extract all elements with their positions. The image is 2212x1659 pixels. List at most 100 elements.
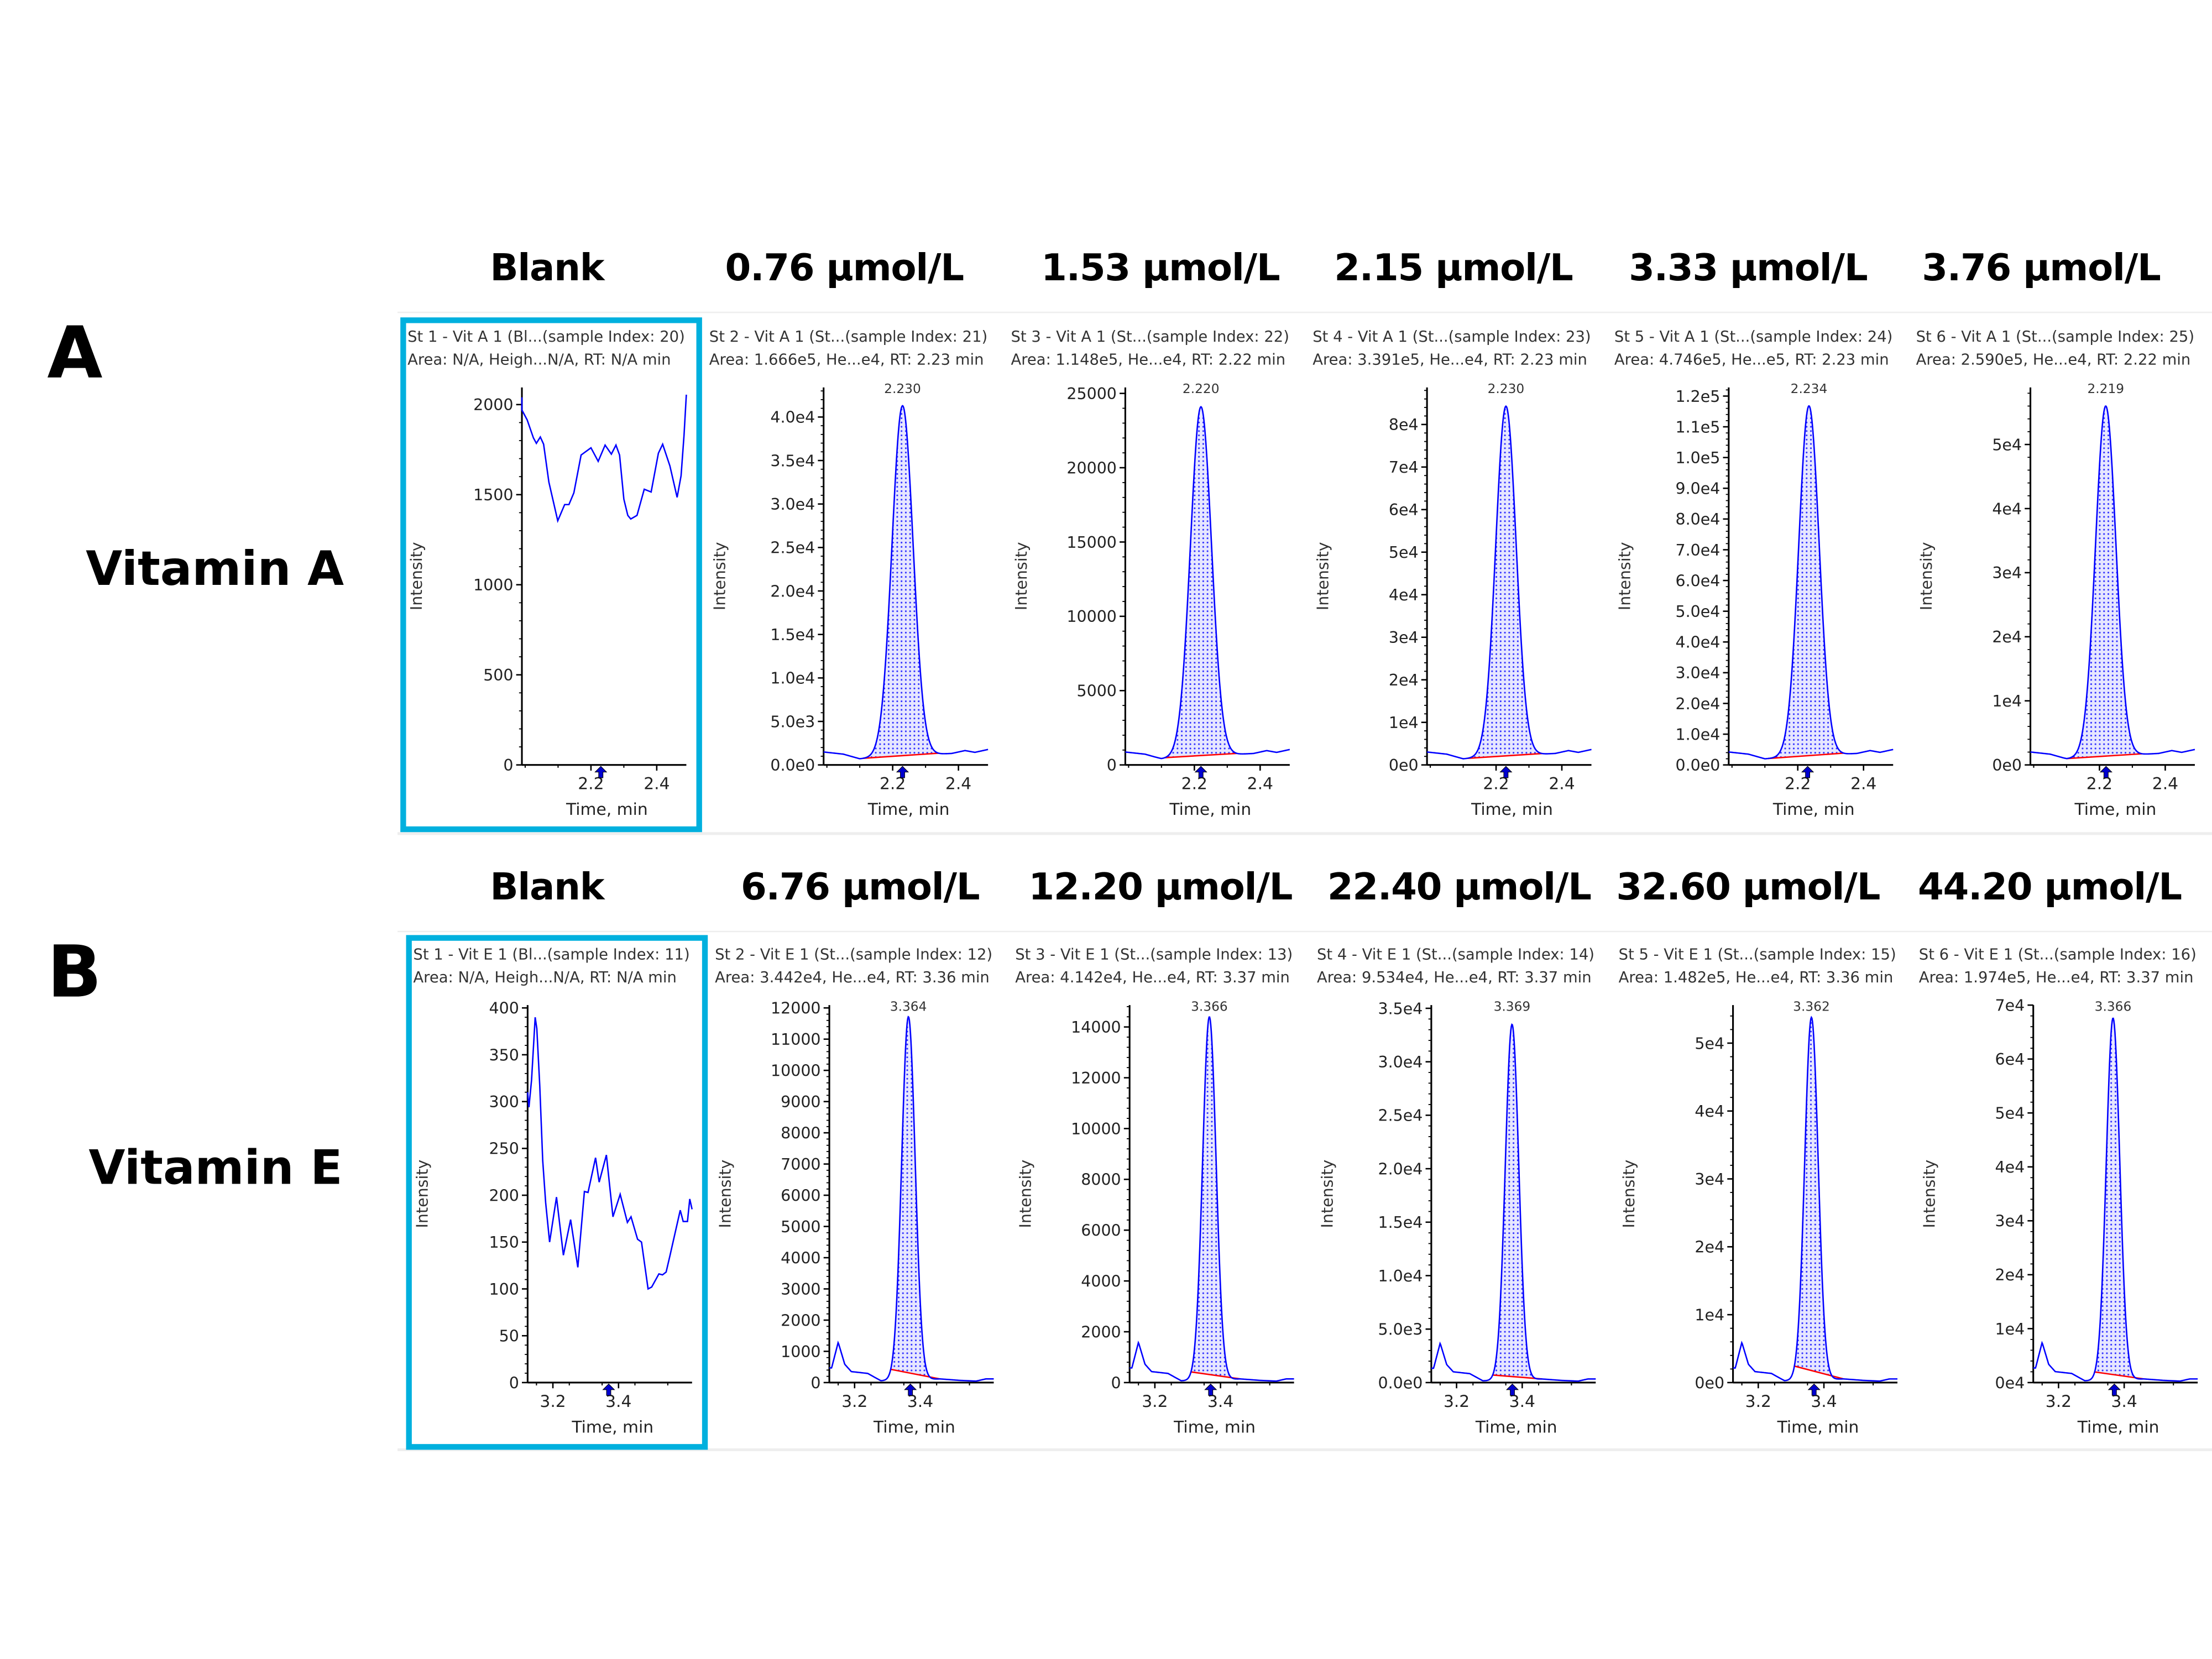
chromatogram-trace (823, 405, 989, 760)
chromatogram-panel-b-6[interactable]: St 6 - Vit E 1 (St...(sample Index: 16) A… (1912, 935, 2212, 1449)
peak-rt-label: 3.366 (1191, 999, 1228, 1014)
column-title: 0.76 µmol/L (725, 247, 965, 291)
chromatogram-plot: St 5 - Vit E 1 (St...(sample Index: 15) A… (1619, 946, 1898, 1437)
chromatogram-panel-b-3[interactable]: St 3 - Vit E 1 (St...(sample Index: 13) A… (1008, 935, 1310, 1449)
y-axis-label: Intensity (1314, 542, 1332, 610)
column-title: 32.60 µmol/L (1616, 866, 1880, 909)
result-header: Area: 9.534e4, He...e4, RT: 3.37 min (1317, 969, 1592, 986)
y-tick-label: 9.0e4 (1675, 480, 1720, 498)
peak-rt-label: 2.230 (1488, 381, 1525, 396)
y-tick-label: 5e4 (1995, 1105, 2025, 1123)
y-tick-label: 6e4 (1389, 501, 1419, 519)
x-axis-label: Time, min (1772, 800, 1855, 819)
y-tick-label: 0.0e0 (1675, 756, 1720, 774)
x-tick-label: 2.4 (1247, 774, 1273, 794)
y-tick-label: 5e4 (1695, 1034, 1724, 1053)
y-tick-label: 0e0 (1695, 1374, 1724, 1392)
sample-header: St 2 - Vit A 1 (St...(sample Index: 21) (709, 328, 987, 346)
y-axis-label: Intensity (710, 542, 729, 610)
x-axis-label: Time, min (873, 1417, 955, 1437)
y-tick-label: 4e4 (1992, 500, 2022, 518)
expected-rt-arrow-icon (1505, 1383, 1519, 1396)
y-tick-label: 0e4 (1995, 1374, 2025, 1392)
chromatogram-panel-a-4[interactable]: St 4 - Vit A 1 (St...(sample Index: 23) A… (1305, 317, 1607, 832)
x-axis-label: Time, min (1169, 800, 1251, 819)
chromatogram-panel-a-3[interactable]: St 3 - Vit A 1 (St...(sample Index: 22) A… (1004, 317, 1306, 832)
y-tick-label: 2e4 (1992, 628, 2022, 646)
y-tick-label: 1e4 (1992, 692, 2022, 710)
result-header: Area: 3.391e5, He...e4, RT: 2.23 min (1312, 352, 1587, 369)
x-tick-label: 3.2 (841, 1392, 867, 1411)
column-title: 22.40 µmol/L (1327, 866, 1592, 909)
y-tick-label: 5e4 (1992, 436, 2022, 454)
row-letter-b: B (47, 930, 102, 1014)
y-tick-label: 2000 (473, 396, 513, 414)
column-title: Blank (490, 247, 604, 291)
y-tick-label: 3e4 (1695, 1170, 1724, 1189)
row-letter-a: A (47, 311, 103, 395)
result-header: Area: N/A, Heigh...N/A, RT: N/A min (407, 352, 671, 369)
sample-header: St 4 - Vit A 1 (St...(sample Index: 23) (1312, 328, 1591, 346)
y-tick-label: 5.0e4 (1675, 603, 1720, 621)
column-title: Blank (490, 866, 604, 909)
chromatogram-trace (527, 1017, 693, 1290)
chromatogram-panel-b-5[interactable]: St 5 - Vit E 1 (St...(sample Index: 15) A… (1612, 935, 1913, 1449)
y-tick-label: 3e4 (1995, 1212, 2025, 1231)
result-header: Area: 4.746e5, He...e5, RT: 2.23 min (1614, 352, 1889, 369)
y-tick-label: 4e4 (1995, 1158, 2025, 1176)
y-tick-label: 1e4 (1695, 1306, 1724, 1324)
y-tick-label: 8.0e4 (1675, 510, 1720, 528)
chromatogram-plot: St 1 - Vit E 1 (Bl...(sample Index: 11) A… (413, 946, 693, 1437)
x-axis-label: Time, min (867, 800, 950, 819)
chromatogram-plot: St 2 - Vit A 1 (St...(sample Index: 21) A… (709, 328, 989, 819)
x-tick-label: 3.2 (1444, 1392, 1470, 1411)
integrated-peak-area (863, 405, 939, 758)
expected-rt-arrow-icon (594, 766, 608, 778)
y-axis-label: Intensity (1920, 1160, 1938, 1228)
y-tick-label: 5.0e3 (1378, 1321, 1423, 1339)
y-tick-label: 1.1e5 (1675, 418, 1720, 436)
expected-rt-arrow-icon (1801, 766, 1814, 778)
chromatogram-panel-a-2[interactable]: St 2 - Vit A 1 (St...(sample Index: 21) A… (702, 317, 1004, 832)
sample-header: St 3 - Vit E 1 (St...(sample Index: 13) (1015, 946, 1293, 963)
y-tick-label: 14000 (1071, 1018, 1121, 1037)
y-tick-label: 7000 (781, 1155, 820, 1174)
chromatogram-panel-a-5[interactable]: St 5 - Vit A 1 (St...(sample Index: 24) A… (1607, 317, 1909, 832)
y-tick-label: 1.0e4 (770, 669, 815, 688)
x-tick-label: 2.2 (2087, 774, 2112, 794)
chromatogram-panel-b-4[interactable]: St 4 - Vit E 1 (St...(sample Index: 14) A… (1310, 935, 1612, 1449)
y-tick-label: 0 (509, 1374, 519, 1392)
y-tick-label: 3e4 (1389, 629, 1419, 647)
chromatogram-trace (1728, 405, 1894, 760)
chromatogram-panel-b-2[interactable]: St 2 - Vit E 1 (St...(sample Index: 12) A… (708, 935, 1010, 1449)
x-axis-label: Time, min (2074, 800, 2157, 819)
chromatogram-trace (1733, 1016, 1898, 1382)
chromatogram-panel-a-6[interactable]: St 6 - Vit A 1 (St...(sample Index: 25) A… (1909, 317, 2211, 832)
integrated-peak-area (1164, 406, 1237, 758)
x-tick-label: 2.4 (1549, 774, 1575, 794)
y-tick-label: 1.0e5 (1675, 449, 1720, 467)
integrated-peak-area (1466, 406, 1542, 758)
y-tick-label: 2.0e4 (1675, 695, 1720, 713)
expected-rt-arrow-icon (1807, 1383, 1821, 1396)
y-tick-label: 350 (489, 1046, 519, 1064)
y-axis-label: Intensity (1318, 1160, 1336, 1228)
y-tick-label: 2.5e4 (1378, 1107, 1423, 1125)
peak-rt-label: 3.362 (1793, 999, 1830, 1014)
y-tick-label: 4e4 (1695, 1102, 1724, 1121)
y-axis-label: Intensity (1012, 542, 1031, 610)
expected-rt-arrow-icon (1204, 1383, 1217, 1396)
y-tick-label: 1.0e4 (1378, 1267, 1423, 1285)
x-axis-label: Time, min (2077, 1417, 2159, 1437)
y-axis-label: Intensity (1620, 1160, 1638, 1228)
integration-baseline (1794, 1365, 1844, 1380)
chromatogram-trace (1129, 1016, 1294, 1382)
integration-baseline (1164, 752, 1237, 758)
x-tick-label: 3.2 (1745, 1392, 1771, 1411)
chromatogram-panel-a-1[interactable]: St 1 - Vit A 1 (Bl...(sample Index: 20) A… (400, 317, 702, 833)
chromatogram-trace (1125, 406, 1290, 760)
y-tick-label: 7.0e4 (1675, 541, 1720, 559)
chromatogram-panel-b-1[interactable]: St 1 - Vit E 1 (Bl...(sample Index: 11) A… (406, 935, 708, 1450)
y-tick-label: 10000 (1066, 608, 1116, 626)
